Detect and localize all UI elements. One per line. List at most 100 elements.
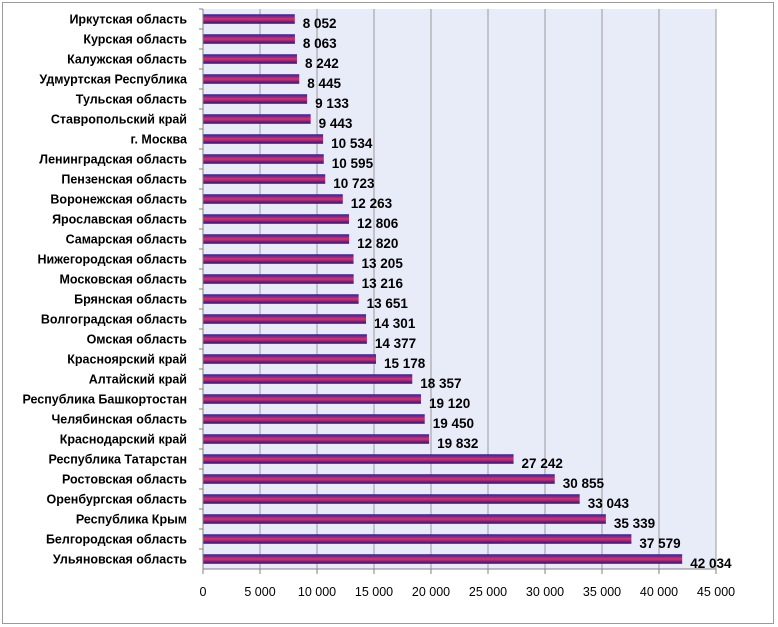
bar [203,274,354,284]
bar [203,374,413,384]
value-label: 12 263 [351,196,393,211]
plot-area [203,9,716,569]
x-tick-label: 5 000 [244,585,275,599]
value-label: 14 377 [375,336,416,351]
category-label: Белгородская область [46,533,187,547]
value-label: 19 450 [433,416,474,431]
bar [203,174,326,184]
value-label: 8 242 [305,56,339,71]
category-label: Челябинская область [51,413,187,427]
bar [203,414,425,424]
value-label: 30 855 [563,476,605,491]
value-label: 13 216 [362,276,404,291]
value-label: 9 443 [319,116,353,131]
category-label: Московская область [59,273,187,287]
value-label: 9 133 [315,96,349,111]
x-tick-label: 25 000 [469,585,507,599]
bar [203,134,324,144]
value-label: 14 301 [374,316,416,331]
category-label: Ставропольский край [51,113,187,127]
bar [203,234,350,244]
x-tick-label: 20 000 [412,585,450,599]
bar [203,334,367,344]
category-label: Ростовская область [62,473,187,487]
category-label: Пензенская область [61,173,187,187]
bar [203,394,421,404]
category-label: Брянская область [74,293,187,307]
bar [203,554,683,564]
bar [203,354,377,364]
category-label: Республика Крым [76,513,187,527]
bar [203,514,606,524]
x-tick-label: 15 000 [355,585,393,599]
value-label: 10 534 [331,136,373,151]
bars [203,14,683,564]
category-label: Республика Татарстан [48,453,187,467]
value-label: 8 445 [307,76,341,91]
category-label: Ярославская область [52,213,187,227]
bar [203,314,367,324]
bar [203,254,354,264]
value-label: 12 806 [357,216,399,231]
value-label: 18 357 [420,376,461,391]
value-label: 10 595 [332,156,374,171]
x-tick-label: 30 000 [526,585,564,599]
x-tick-label: 10 000 [298,585,336,599]
category-label: Курская область [83,33,187,47]
bar [203,74,300,84]
bar [203,294,359,304]
value-label: 33 043 [588,496,630,511]
bar [203,454,514,464]
bar [203,34,295,44]
category-label: Алтайский край [89,373,187,387]
x-tick-label: 0 [200,585,207,599]
category-label: Ленинградская область [39,153,187,167]
category-label: Калужская область [67,53,187,67]
category-label: Воронежская область [50,193,187,207]
x-tick-label: 35 000 [583,585,621,599]
category-label: Омская область [87,333,188,347]
bar [203,474,555,484]
bar [203,94,308,104]
category-label: Нижегородская область [37,253,187,267]
x-tick-label: 40 000 [640,585,678,599]
bar [203,114,311,124]
bar [203,14,295,24]
bar [203,154,324,164]
value-label: 15 178 [384,356,426,371]
bar [203,494,580,504]
value-label: 8 063 [303,36,337,51]
category-label: Краснодарский край [60,433,187,447]
category-label: Удмуртская Республика [39,73,188,87]
value-label: 35 339 [614,516,655,531]
category-label: Оренбургская область [46,493,187,507]
value-label: 42 034 [690,556,732,571]
category-label: Самарская область [66,233,188,247]
category-label: Иркутская область [69,13,187,27]
bar [203,54,297,64]
category-label: Тульская область [76,93,188,107]
x-tick-label: 45 000 [697,585,735,599]
value-label: 27 242 [522,456,563,471]
value-label: 10 723 [333,176,375,191]
category-label: Волгоградская область [41,313,187,327]
category-label: Республика Башкортостан [22,393,187,407]
value-label: 8 052 [303,16,337,31]
category-label: г. Москва [131,133,189,147]
value-label: 13 205 [362,256,404,271]
value-label: 19 832 [437,436,478,451]
bar [203,194,343,204]
value-labels: 8 052 8 063 8 242 8 445 9 133 9 443 10 534 10 5… [303,16,732,571]
bar [203,534,632,544]
x-axis: 0 5 000 10 000 15 000 20 000 25 000 30 000 35 0… [199,8,735,599]
category-label: Красноярский край [67,353,187,367]
value-label: 12 820 [357,236,398,251]
bar [203,434,430,444]
bar [203,214,349,224]
category-label: Ульяновская область [53,553,187,567]
value-label: 13 651 [367,296,409,311]
category-labels: Иркутская область Курская область Калужска… [22,13,188,567]
value-label: 37 579 [639,536,680,551]
value-label: 19 120 [429,396,470,411]
